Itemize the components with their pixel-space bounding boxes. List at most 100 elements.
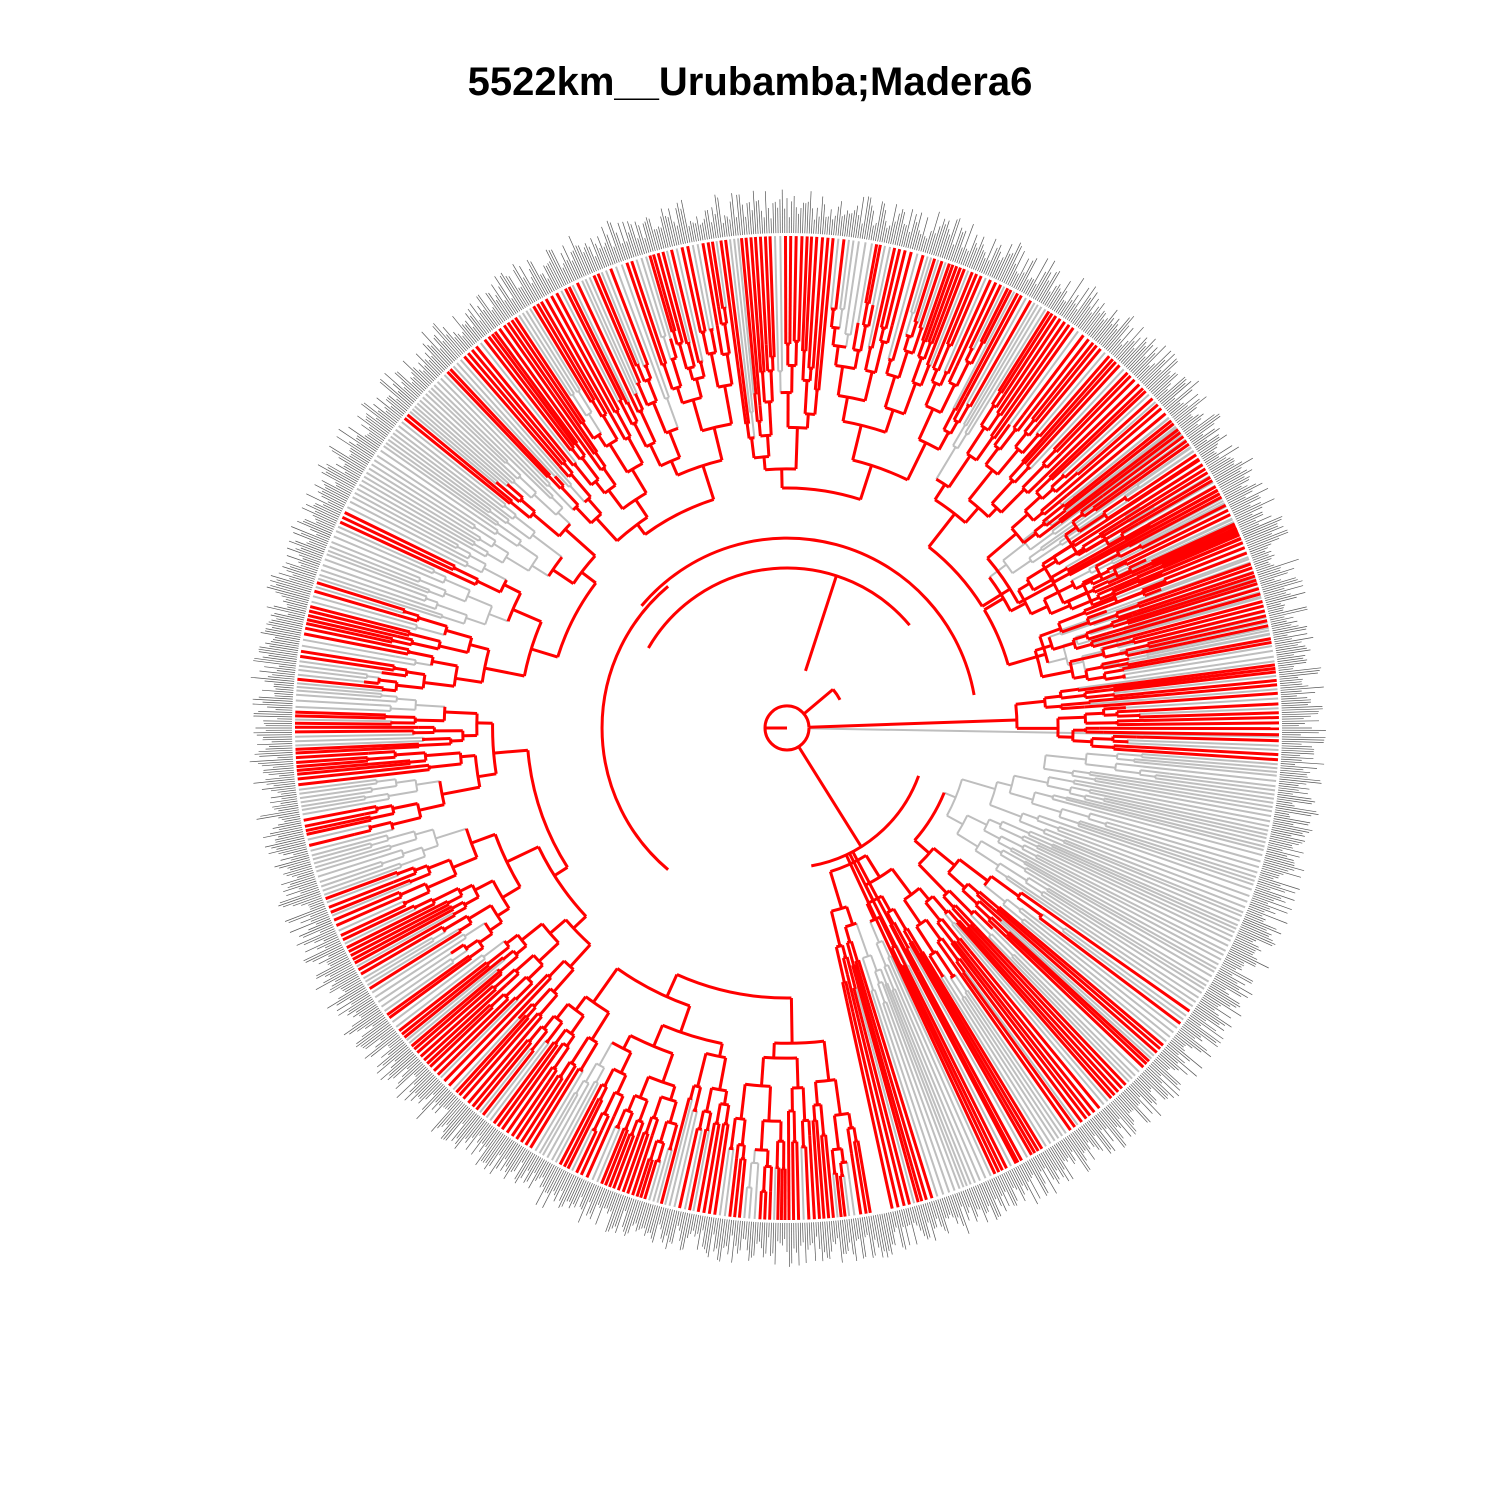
highlighted-branch: [410, 970, 501, 1048]
highlighted-branch: [1090, 592, 1261, 644]
tip-label: [298, 561, 319, 570]
tip-label: [1212, 463, 1235, 477]
tip-label: [433, 1083, 444, 1095]
background-branch: [380, 449, 478, 518]
tip-label: [518, 287, 530, 306]
background-branch: [390, 707, 416, 711]
tip-label: [1280, 758, 1302, 761]
tip-label: [477, 294, 500, 326]
tip-label: [283, 880, 317, 893]
highlighted-branch: [1020, 891, 1044, 909]
tip-label: [1248, 537, 1280, 551]
tip-label: [362, 1025, 393, 1049]
highlighted-branch: [496, 1043, 559, 1128]
highlighted-branch: [308, 832, 355, 847]
tip-label: [815, 207, 818, 234]
tip-label: [446, 334, 464, 355]
highlighted-branch: [573, 463, 593, 486]
highlighted-branch: [1114, 612, 1120, 619]
highlighted-branch: [688, 367, 695, 381]
tip-label: [418, 369, 433, 383]
tip-label: [606, 1191, 614, 1209]
tip-label: [1187, 1018, 1221, 1044]
tip-label: [310, 903, 325, 910]
highlighted-branch: [591, 400, 604, 418]
background-branch: [496, 531, 518, 547]
tip-label: [338, 457, 364, 473]
tip-label: [278, 831, 304, 838]
background-branch: [1058, 808, 1063, 818]
tip-label: [1253, 893, 1274, 902]
highlighted-branch: [707, 1123, 726, 1215]
tip-label: [505, 275, 526, 308]
tip-label: [1208, 457, 1227, 469]
tip-label: [689, 220, 695, 242]
tip-label: [745, 1221, 748, 1240]
tip-label: [1070, 286, 1097, 323]
tip-label: [979, 257, 986, 273]
highlighted-branch: [822, 1040, 831, 1081]
tip-label: [1109, 338, 1121, 353]
tip-label: [250, 676, 295, 682]
tip-label: [527, 1155, 538, 1171]
background-branch: [1053, 794, 1067, 800]
tip-label: [261, 785, 296, 790]
tip-label: [1195, 439, 1208, 449]
tip-label: [1176, 1032, 1202, 1053]
tip-label: [266, 623, 302, 632]
highlighted-branch: [949, 421, 959, 435]
tip-label: [1009, 1169, 1026, 1202]
background-branch: [364, 939, 435, 983]
background-branch: [1011, 559, 1032, 575]
background-branch: [1125, 697, 1279, 709]
highlighted-branch: [313, 589, 399, 617]
highlighted-branch: [843, 926, 852, 943]
tip-label: [457, 333, 471, 349]
tip-label: [1276, 800, 1293, 804]
tip-label: [491, 309, 502, 324]
tip-label: [281, 874, 315, 886]
highlighted-branch: [496, 482, 521, 503]
highlighted-branch: [1075, 642, 1093, 651]
highlighted-branch: [1138, 543, 1143, 549]
tip-label: [360, 1005, 378, 1018]
tip-label: [274, 857, 310, 868]
background-branch: [1084, 798, 1104, 805]
background-branch: [571, 1128, 594, 1172]
highlighted-branch: [661, 251, 689, 345]
tip-label: [1273, 628, 1307, 636]
tip-label: [675, 208, 684, 245]
highlighted-branch: [397, 866, 415, 876]
tip-label: [875, 1214, 884, 1258]
background-branch: [997, 841, 1012, 851]
highlighted-branch: [392, 639, 412, 647]
highlighted-branch: [542, 1015, 556, 1030]
tip-label: [349, 450, 370, 464]
tip-label: [837, 201, 842, 236]
tip-label: [439, 348, 454, 363]
highlighted-branch: [964, 348, 973, 362]
tip-label: [950, 227, 963, 261]
background-branch: [1019, 820, 1045, 833]
highlighted-branch: [1058, 691, 1063, 699]
tip-label: [1168, 1043, 1190, 1062]
tip-label: [1246, 533, 1272, 545]
highlighted-branch: [532, 305, 593, 403]
highlighted-branch: [949, 973, 956, 980]
highlighted-branch: [446, 370, 550, 479]
tip-label: [1275, 641, 1302, 647]
tip-label: [300, 532, 328, 545]
background-branch: [406, 958, 506, 1041]
tip-label: [249, 758, 294, 763]
highlighted-branch: [990, 875, 1020, 898]
tip-label: [1277, 657, 1304, 662]
highlighted-branch: [304, 812, 365, 828]
tip-label: [285, 562, 318, 574]
tip-label: [264, 666, 296, 671]
tip-label: [702, 1216, 706, 1231]
highlighted-branch: [330, 878, 411, 914]
tip-label: [1007, 1170, 1018, 1190]
tip-label: [385, 399, 405, 415]
tip-label: [513, 269, 534, 304]
tip-label: [551, 249, 569, 285]
